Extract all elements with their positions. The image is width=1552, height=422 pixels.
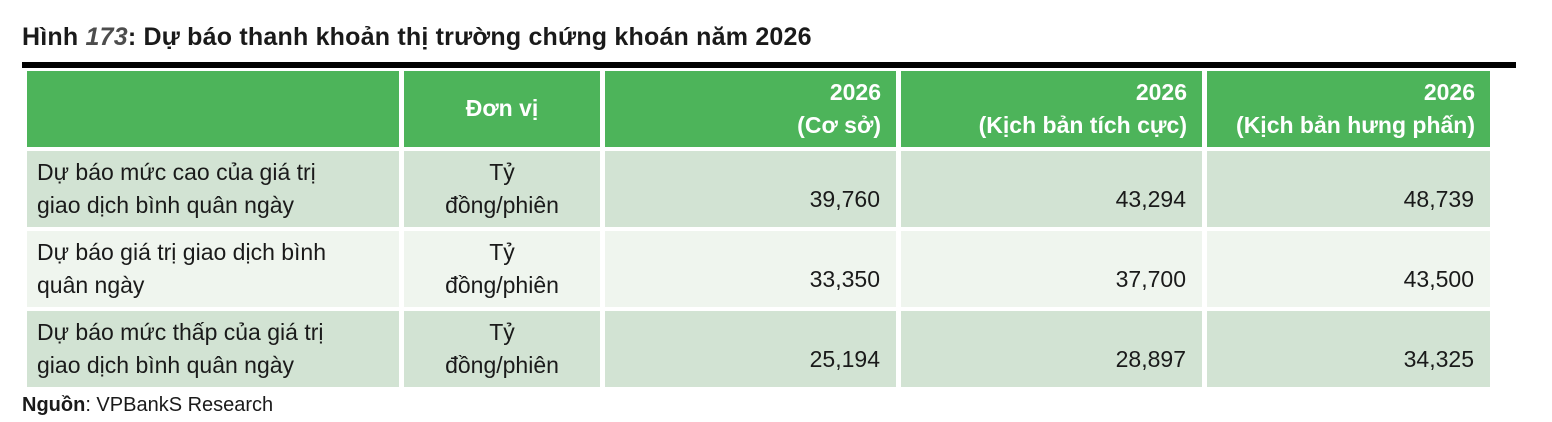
header-cell-2026-positive: 2026 (Kịch bản tích cực) [901, 71, 1202, 147]
row-3-label: Dự báo mức thấp của giá trị giao dịch bì… [27, 311, 399, 387]
header-cell-2026-base: 2026 (Cơ sở) [605, 71, 896, 147]
row-3-value-euphoric: 34,325 [1207, 311, 1490, 387]
title-underline [22, 62, 1516, 68]
row-2-value-positive: 37,700 [901, 231, 1202, 307]
row-1-unit: Tỷ đồng/phiên [404, 151, 600, 227]
row-3-value-positive: 28,897 [901, 311, 1202, 387]
row-2-unit: Tỷ đồng/phiên [404, 231, 600, 307]
figure-number: 173 [85, 23, 128, 51]
header-cell-2026-euphoric: 2026 (Kịch bản hưng phấn) [1207, 71, 1490, 147]
row-1-value-positive: 43,294 [901, 151, 1202, 227]
source-value: : VPBankS Research [85, 394, 274, 416]
row-2-value-base: 33,350 [605, 231, 896, 307]
row-3-value-base: 25,194 [605, 311, 896, 387]
figure-label: Hình [22, 23, 86, 51]
row-1-value-base: 39,760 [605, 151, 896, 227]
source-label: Nguồn [22, 394, 86, 416]
header-cell-empty [27, 71, 399, 147]
row-3-unit: Tỷ đồng/phiên [404, 311, 600, 387]
forecast-table: Đơn vị 2026 (Cơ sở) 2026 (Kịch bản tích … [27, 71, 1552, 387]
row-2-label: Dự báo giá trị giao dịch bình quân ngày [27, 231, 399, 307]
figure-title: Hình 173: Dự báo thanh khoản thị trường … [22, 20, 1552, 54]
source-note: Nguồn: VPBankS Research [22, 392, 1552, 419]
figure-caption: : Dự báo thanh khoản thị trường chứng kh… [127, 23, 812, 51]
row-2-value-euphoric: 43,500 [1207, 231, 1490, 307]
row-1-value-euphoric: 48,739 [1207, 151, 1490, 227]
row-1-label: Dự báo mức cao của giá trị giao dịch bìn… [27, 151, 399, 227]
header-cell-unit: Đơn vị [404, 71, 600, 147]
